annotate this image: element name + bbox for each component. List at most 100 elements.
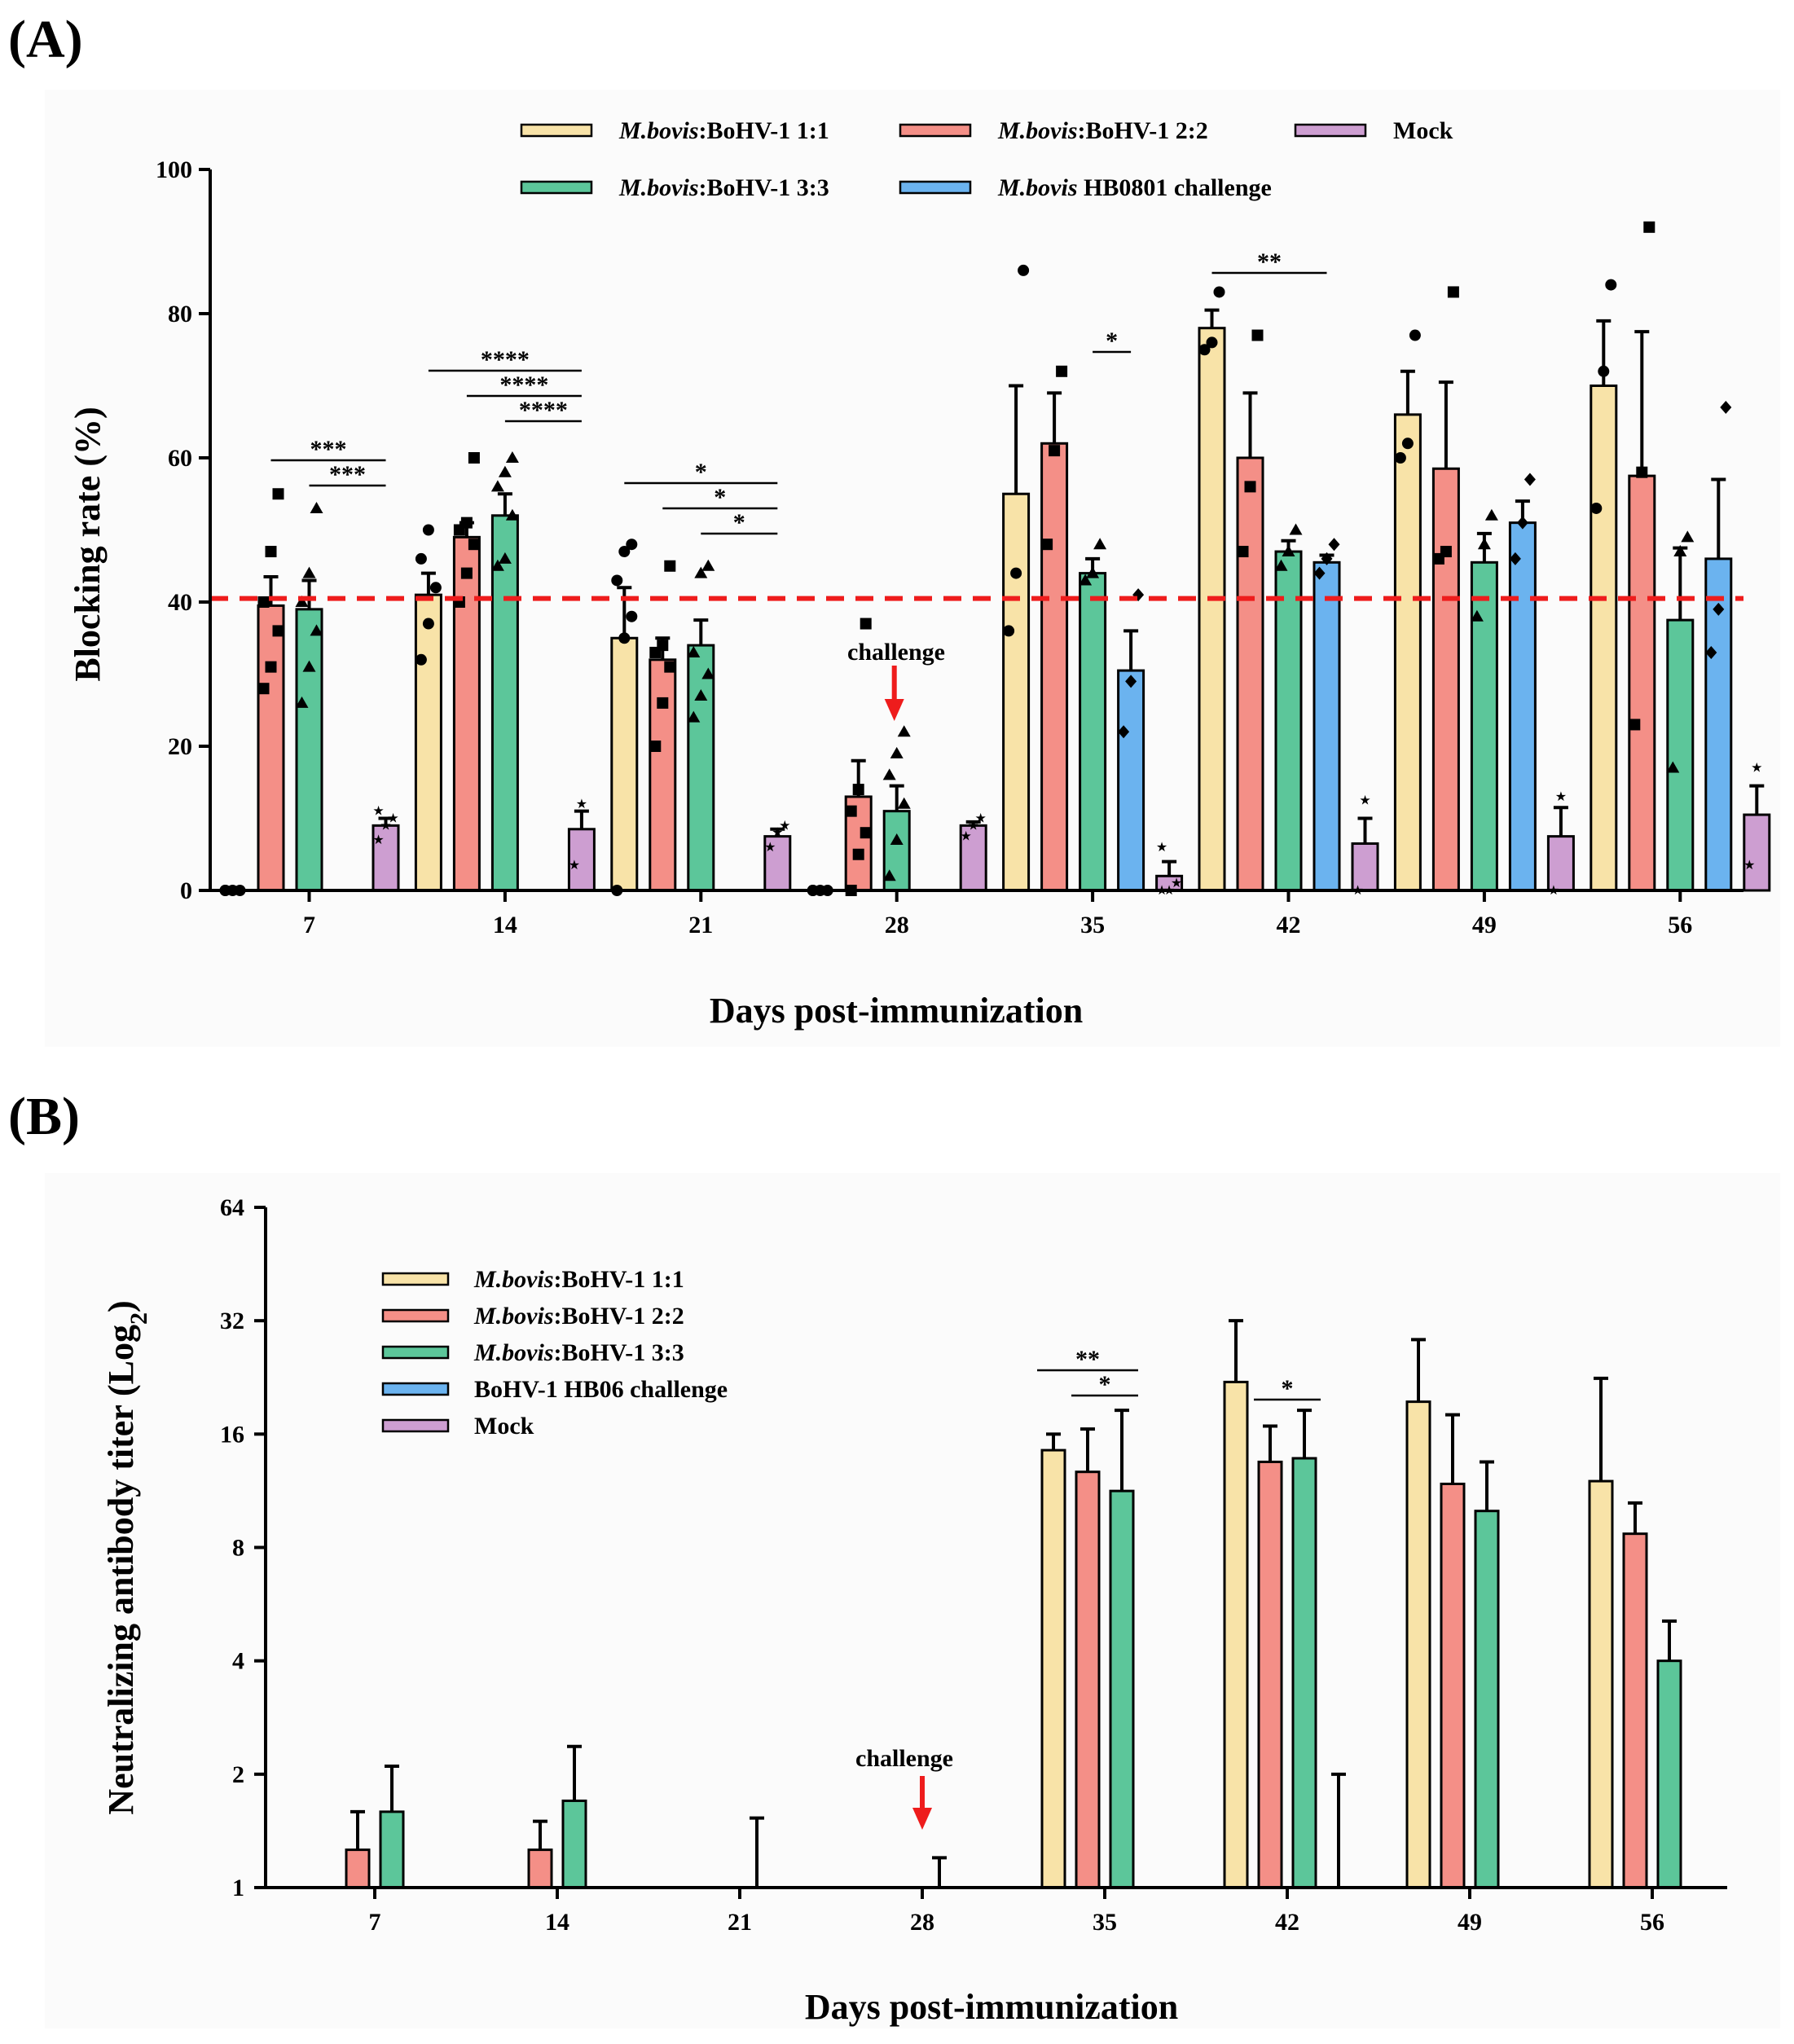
point-a-s1-c5-2 bbox=[1251, 329, 1264, 341]
point-a-s0-c1-1 bbox=[422, 618, 434, 630]
bar-a-s3-c5 bbox=[1313, 560, 1341, 892]
legend-a-label-1: M.bovis:BoHV-1 2:2 bbox=[997, 117, 1208, 144]
point-a-s4-c4-2: ★ bbox=[1171, 877, 1182, 890]
point-a-s4-c0-3: ★ bbox=[372, 805, 384, 819]
point-a-s4-c4-3: ★ bbox=[1156, 841, 1167, 855]
legend-b-swatch-3 bbox=[381, 1382, 450, 1396]
point-a-s2-c3-1 bbox=[890, 833, 904, 846]
point-a-s2-c4-2 bbox=[1093, 538, 1107, 550]
legend-a-swatch-0 bbox=[520, 123, 593, 138]
legend-b-rest-0: :BoHV-1 1:1 bbox=[554, 1266, 684, 1293]
sig-stars-a-1: *** bbox=[329, 461, 366, 488]
point-a-s3-c5-2 bbox=[1328, 538, 1340, 552]
bar-a-s0-c4 bbox=[1002, 492, 1031, 892]
panel-b-legend: M.bovis:BoHV-1 1:1M.bovis:BoHV-1 2:2M.bo… bbox=[381, 1266, 728, 1440]
point-a-s0-c2-1 bbox=[618, 632, 631, 644]
point-a-s3-c7-0 bbox=[1705, 645, 1717, 659]
point-a-s4-c3-2: ★ bbox=[975, 812, 987, 826]
point-a-s2-c0-3 bbox=[295, 596, 309, 607]
point-a-s3-c6-0 bbox=[1509, 552, 1521, 565]
point-a-s3-c4-1 bbox=[1125, 675, 1137, 688]
bar-a-s0-c6 bbox=[1393, 413, 1422, 892]
point-a-s4-c7-0: ★ bbox=[1743, 859, 1755, 873]
y-tick-label-a-5: 100 bbox=[156, 156, 192, 183]
bar-b-s1-c5 bbox=[1257, 1460, 1283, 1889]
panel-a-significance: ************************ bbox=[270, 248, 1327, 536]
y-tick-label-b-1: 2 bbox=[232, 1761, 244, 1788]
legend-b-label-4: Mock bbox=[474, 1413, 534, 1440]
point-a-s1-c2-4 bbox=[657, 640, 669, 652]
x-tick-label-a-4: 35 bbox=[1080, 912, 1105, 938]
panel-b-significance: *** * bbox=[1037, 1346, 1321, 1402]
point-a-s2-c0-4 bbox=[302, 566, 316, 578]
point-a-s0-c5-2 bbox=[1213, 286, 1225, 298]
legend-a-rest-3: :BoHV-1 3:3 bbox=[699, 174, 829, 201]
point-a-s4-c7-1: ★ bbox=[1751, 762, 1762, 776]
bar-a-s1-c1 bbox=[452, 535, 481, 892]
point-a-s1-c1-1 bbox=[460, 567, 473, 579]
point-a-s4-c5-1: ★ bbox=[1359, 793, 1370, 807]
point-a-s1-c2-2 bbox=[664, 661, 676, 673]
x-tick-label-b-0: 7 bbox=[369, 1909, 381, 1936]
bar-a-s2-c5 bbox=[1274, 550, 1303, 892]
point-a-s3-c6-1 bbox=[1516, 516, 1528, 530]
y-tick-label-b-4: 16 bbox=[220, 1421, 244, 1448]
x-tick-label-a-7: 56 bbox=[1668, 912, 1692, 938]
legend-b-rest-1: :BoHV-1 2:2 bbox=[554, 1303, 684, 1330]
y-axis-title-b-subscript: 2 bbox=[125, 1312, 152, 1325]
point-a-s1-c3-2 bbox=[860, 827, 872, 839]
point-a-s2-c1-1 bbox=[498, 552, 512, 564]
bar-b-s2-c5 bbox=[1291, 1457, 1317, 1889]
point-a-s0-c2-3 bbox=[611, 574, 623, 587]
bar-b-s0-c4 bbox=[1040, 1448, 1066, 1889]
legend-b-label-1: M.bovis:BoHV-1 2:2 bbox=[473, 1303, 684, 1330]
point-a-s4-c0-2: ★ bbox=[387, 812, 398, 826]
point-a-s3-c6-2 bbox=[1524, 473, 1536, 486]
point-a-s0-c6-2 bbox=[1409, 329, 1421, 341]
bar-a-s1-c0 bbox=[257, 604, 285, 892]
bar-a-s2-c1 bbox=[490, 514, 519, 892]
point-a-s4-c1-1: ★ bbox=[576, 798, 587, 811]
point-a-s1-c5-0 bbox=[1237, 546, 1249, 558]
point-a-s2-c2-1 bbox=[694, 689, 708, 701]
bar-a-s4-c7 bbox=[1743, 813, 1771, 892]
point-a-s1-c1-5 bbox=[468, 452, 480, 464]
x-axis-title-b: Days post-immunization bbox=[805, 1987, 1178, 2027]
point-a-s0-c1-4 bbox=[422, 524, 434, 536]
x-tick-label-b-6: 49 bbox=[1458, 1909, 1482, 1936]
bar-b-s0-c6 bbox=[1405, 1400, 1431, 1889]
panel-a-axes: 0 20 40 60 80 100 7 14 21 28 35 42 49 56 bbox=[156, 156, 1743, 938]
y-axis-title-b-main: Neutralizing antibody titer (Log bbox=[101, 1325, 141, 1815]
point-a-s0-c7-1 bbox=[1598, 365, 1610, 377]
sig-stars-a-7: * bbox=[733, 509, 745, 536]
challenge-label-a: challenge bbox=[847, 639, 945, 666]
sig-stars-a-3: **** bbox=[499, 371, 548, 398]
sig-stars-b-2: * bbox=[1282, 1375, 1294, 1402]
point-a-s4-c2-0: ★ bbox=[764, 841, 776, 855]
challenge-label-b: challenge bbox=[855, 1745, 953, 1772]
legend-b-swatch-4 bbox=[381, 1418, 450, 1433]
point-a-s0-c6-1 bbox=[1401, 437, 1414, 450]
point-a-s2-c3-4 bbox=[890, 746, 904, 758]
point-a-s2-c7-1 bbox=[1673, 545, 1687, 557]
point-a-s0-c2-4 bbox=[618, 546, 631, 558]
point-a-s1-c0-2 bbox=[272, 625, 284, 637]
y-tick-label-a-2: 40 bbox=[168, 589, 192, 616]
point-a-s2-c3-2 bbox=[897, 797, 911, 809]
sig-stars-a-8: * bbox=[1106, 327, 1118, 354]
challenge-arrow-head-a bbox=[884, 699, 904, 721]
y-tick-label-b-3: 8 bbox=[232, 1535, 244, 1562]
point-a-s0-c4-2 bbox=[1018, 264, 1030, 276]
bar-a-s2-c2 bbox=[687, 644, 715, 892]
x-tick-label-b-7: 56 bbox=[1640, 1909, 1664, 1936]
point-a-s2-c0-5 bbox=[310, 501, 323, 513]
point-a-s1-c3-3 bbox=[845, 805, 857, 817]
bar-b-s0-c7 bbox=[1588, 1479, 1614, 1889]
legend-a-italic-4: M.bovis bbox=[997, 174, 1078, 201]
point-a-s2-c0-0 bbox=[295, 696, 309, 708]
x-tick-label-a-0: 7 bbox=[303, 912, 315, 938]
x-tick-label-b-4: 35 bbox=[1093, 1909, 1117, 1936]
y-axis-title-a: Blocking rate (%) bbox=[68, 407, 108, 681]
legend-b-swatch-1 bbox=[381, 1308, 450, 1323]
point-a-s0-c1-2 bbox=[429, 582, 442, 594]
